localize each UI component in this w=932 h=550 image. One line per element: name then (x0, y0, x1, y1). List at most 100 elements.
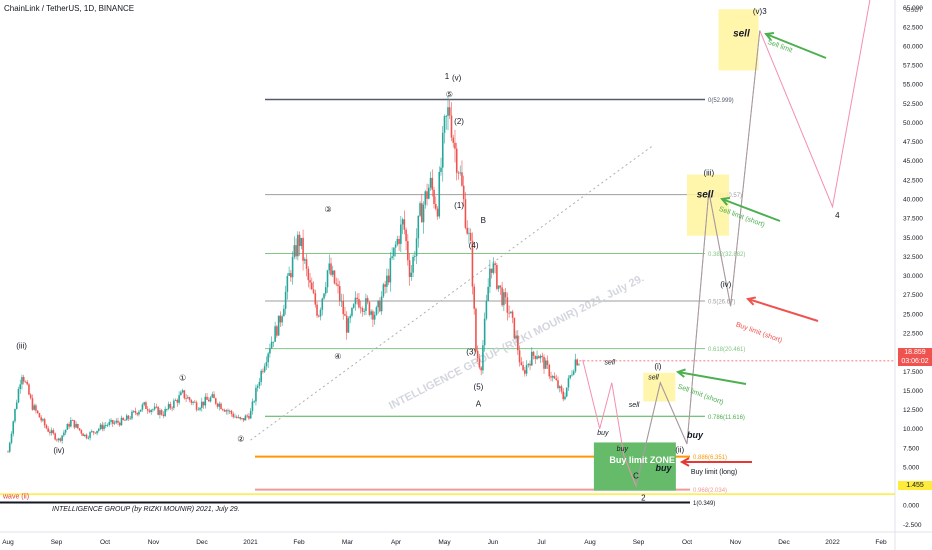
wave-label: (ii) (675, 445, 684, 454)
x-tick-label: Sep (633, 539, 645, 546)
candle-body (35, 405, 37, 411)
fib-level-label: 0.886(6.351) (693, 455, 727, 461)
candle-body (496, 265, 498, 289)
candle-body (97, 428, 100, 431)
candle-body (262, 370, 264, 372)
candle-body (466, 227, 468, 234)
candle-body (513, 317, 516, 339)
candle-body (169, 403, 172, 408)
trade-label: Buy limit (long) (691, 469, 737, 476)
candle-body (176, 400, 179, 403)
x-tick-label: Apr (391, 539, 402, 546)
candle-body (103, 425, 105, 430)
candle-body (345, 315, 348, 333)
wave-label: (iv) (53, 446, 64, 455)
wave-label: B (481, 216, 486, 225)
candle-body (258, 381, 261, 386)
candle-body (403, 219, 406, 230)
candle-body (274, 326, 276, 342)
candle-body (89, 432, 91, 438)
candle-body (483, 318, 486, 346)
candle-body (557, 380, 559, 389)
candle-body (132, 410, 135, 412)
y-tick-label: 37.500 (903, 216, 923, 223)
candle-body (223, 409, 226, 412)
candle-body (141, 404, 144, 410)
candle-body (42, 419, 44, 421)
candle-body (277, 315, 280, 336)
candle-body (443, 116, 446, 133)
x-tick-label: Jul (537, 539, 546, 546)
candle-body (92, 431, 95, 433)
trade-label: sell (733, 29, 750, 40)
candle-body (157, 406, 159, 415)
sell-limit-arrow-head (764, 32, 775, 41)
candle-body (7, 451, 9, 453)
candle-body (110, 420, 112, 422)
candle-body (562, 391, 565, 400)
candle-body (576, 359, 578, 366)
x-tick-label: Oct (100, 539, 110, 546)
candle-body (291, 256, 294, 278)
candle-body (321, 298, 324, 310)
x-tick-label: May (438, 539, 451, 546)
candle-body (387, 275, 390, 283)
y-tick-label: 25.000 (903, 311, 923, 318)
wave-label: ① (179, 373, 186, 382)
order-label: Buy limit (short) (735, 321, 783, 344)
candle-body (272, 341, 275, 343)
watermark-text: INTELLIGENCE GROUP (RIZKI MOUNIR) 2021, … (387, 272, 646, 412)
candle-body (555, 378, 558, 381)
sell-limit-short-arrow (721, 198, 781, 222)
last-price-value: 18.859 (904, 349, 926, 356)
wave-label: C (633, 471, 639, 480)
candle-body (471, 240, 474, 287)
candle-body (106, 424, 109, 426)
order-label: Sell limit (short) (677, 383, 725, 406)
y-tick-label: 52.500 (903, 101, 923, 108)
x-tick-label: Mar (342, 539, 354, 546)
candle-body (534, 355, 537, 359)
candle-body (487, 286, 489, 301)
candle-body (153, 406, 156, 410)
candle-body (319, 309, 322, 317)
wave-label: (v)3 (753, 7, 767, 16)
candle-body (56, 439, 58, 441)
candle-body (139, 409, 142, 412)
wave-label: (iii) (16, 341, 27, 350)
candle-body (59, 438, 62, 441)
candle-body (131, 411, 133, 419)
wave-label: 1 (445, 72, 450, 81)
candle-body (352, 304, 355, 308)
candle-body (379, 300, 381, 312)
projection-path-grey (635, 30, 761, 487)
candle-body (368, 302, 371, 315)
wave-label: (5) (474, 383, 484, 392)
candle-body (358, 299, 360, 308)
candle-body (517, 335, 519, 351)
candle-body (546, 360, 549, 365)
candle-body (323, 293, 325, 299)
candle-body (504, 292, 507, 298)
candle-body (454, 142, 456, 149)
candle-body (288, 273, 290, 276)
candle-body (70, 420, 72, 427)
candle-body (356, 297, 358, 300)
candle-body (351, 307, 353, 316)
candle-body (295, 245, 297, 257)
candle-body (120, 417, 123, 426)
candle-body (407, 241, 409, 261)
candle-body (438, 171, 441, 217)
y-tick-label: 15.000 (903, 388, 923, 395)
candle-body (501, 287, 503, 306)
candle-body (440, 167, 442, 172)
y-tick-label: 47.500 (903, 139, 923, 146)
x-tick-label: Nov (730, 539, 742, 546)
candle-body (448, 107, 451, 116)
candle-body (61, 435, 63, 441)
candle-body (220, 403, 222, 410)
candle-body (225, 410, 228, 412)
candle-body (412, 256, 414, 273)
wave-label: A (476, 399, 482, 408)
